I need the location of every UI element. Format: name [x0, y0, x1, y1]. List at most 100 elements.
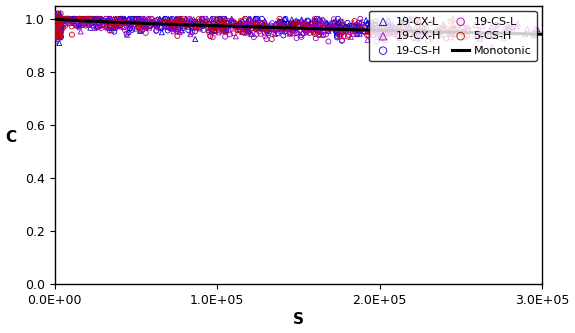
19-CS-H	[279, 33, 288, 38]
19-CS-L	[329, 25, 338, 30]
19-CX-H	[208, 19, 217, 24]
19-CS-H	[171, 22, 181, 27]
19-CX-L	[51, 22, 60, 27]
19-CX-L	[134, 19, 143, 24]
5-CS-H	[384, 19, 393, 25]
19-CS-L	[172, 26, 181, 32]
19-CS-L	[260, 34, 270, 39]
5-CS-H	[53, 20, 62, 26]
19-CX-H	[401, 31, 411, 37]
19-CX-L	[53, 21, 62, 26]
19-CX-H	[335, 31, 344, 37]
19-CX-H	[276, 25, 285, 30]
19-CS-L	[276, 29, 285, 34]
19-CX-L	[236, 20, 245, 25]
19-CS-H	[60, 16, 70, 22]
19-CX-H	[261, 20, 270, 26]
19-CS-L	[251, 20, 260, 26]
5-CS-H	[446, 19, 455, 24]
19-CX-L	[412, 28, 421, 34]
19-CX-H	[264, 30, 273, 36]
19-CX-L	[289, 24, 298, 29]
19-CX-H	[264, 23, 274, 29]
19-CS-H	[105, 16, 114, 22]
5-CS-H	[336, 34, 345, 39]
19-CX-L	[235, 27, 244, 32]
19-CX-H	[455, 26, 465, 32]
19-CX-L	[382, 29, 391, 34]
19-CS-L	[92, 18, 101, 23]
19-CS-H	[51, 29, 60, 34]
19-CX-H	[131, 26, 140, 31]
19-CS-H	[64, 16, 74, 22]
19-CX-H	[461, 24, 470, 30]
19-CX-H	[76, 29, 85, 34]
5-CS-H	[106, 23, 116, 28]
5-CS-H	[55, 35, 64, 40]
19-CS-L	[201, 22, 210, 28]
19-CX-H	[329, 19, 338, 25]
19-CS-L	[281, 28, 290, 33]
19-CS-L	[327, 20, 336, 26]
5-CS-H	[252, 26, 261, 32]
19-CS-H	[93, 24, 102, 29]
19-CX-H	[352, 21, 361, 26]
19-CS-H	[271, 22, 281, 27]
19-CX-L	[274, 21, 283, 27]
19-CS-H	[75, 16, 84, 22]
19-CX-L	[140, 16, 149, 22]
19-CS-L	[70, 16, 79, 22]
5-CS-H	[323, 25, 332, 31]
19-CX-H	[281, 16, 290, 22]
19-CX-H	[58, 16, 67, 22]
19-CS-H	[51, 27, 60, 32]
19-CX-L	[204, 27, 213, 32]
19-CS-L	[152, 23, 161, 28]
5-CS-H	[55, 18, 64, 23]
19-CS-H	[54, 22, 63, 27]
5-CS-H	[275, 21, 284, 26]
19-CS-H	[240, 18, 249, 23]
19-CX-L	[53, 16, 62, 22]
19-CS-H	[71, 16, 80, 22]
19-CX-L	[172, 16, 182, 22]
19-CS-L	[128, 21, 137, 26]
19-CX-L	[405, 16, 415, 22]
19-CS-L	[337, 29, 346, 34]
19-CS-L	[313, 20, 322, 25]
5-CS-H	[384, 32, 393, 37]
5-CS-H	[145, 23, 154, 28]
19-CS-L	[329, 17, 339, 22]
5-CS-H	[427, 35, 436, 40]
19-CX-L	[54, 33, 63, 39]
19-CX-H	[512, 23, 521, 29]
19-CX-L	[164, 18, 174, 23]
19-CX-H	[471, 22, 480, 28]
19-CX-L	[413, 36, 422, 41]
19-CS-H	[94, 16, 103, 22]
19-CX-L	[56, 26, 66, 32]
19-CX-L	[227, 16, 236, 22]
19-CS-H	[190, 29, 200, 34]
19-CX-H	[174, 25, 183, 30]
19-CS-L	[201, 16, 210, 22]
19-CS-L	[298, 23, 307, 28]
5-CS-H	[219, 18, 228, 23]
19-CS-H	[53, 28, 62, 33]
19-CS-H	[347, 23, 356, 29]
5-CS-H	[109, 21, 118, 27]
19-CS-L	[263, 25, 273, 30]
19-CS-H	[196, 19, 205, 24]
19-CS-L	[372, 39, 381, 44]
19-CX-L	[93, 17, 102, 23]
19-CX-H	[142, 21, 151, 26]
Monotonic	[524, 32, 531, 36]
19-CS-L	[114, 24, 124, 29]
19-CX-H	[106, 16, 115, 22]
19-CX-H	[202, 16, 212, 22]
19-CS-L	[53, 23, 62, 29]
19-CX-L	[95, 17, 105, 23]
19-CS-L	[223, 21, 232, 26]
19-CX-H	[390, 31, 399, 36]
19-CX-L	[255, 23, 264, 29]
